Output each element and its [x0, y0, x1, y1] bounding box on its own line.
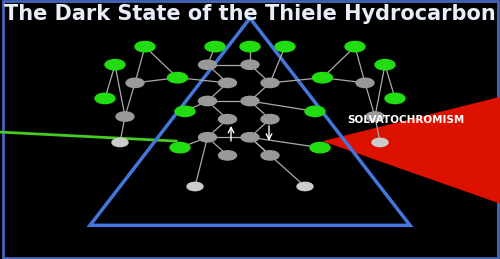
Circle shape — [241, 96, 259, 106]
Circle shape — [312, 73, 332, 83]
Circle shape — [198, 96, 216, 106]
Circle shape — [198, 60, 216, 69]
Circle shape — [261, 114, 279, 124]
Circle shape — [261, 78, 279, 88]
Circle shape — [126, 78, 144, 88]
Circle shape — [261, 151, 279, 160]
Circle shape — [187, 182, 203, 191]
Circle shape — [135, 41, 155, 52]
Circle shape — [305, 106, 325, 117]
Circle shape — [175, 106, 195, 117]
Circle shape — [218, 151, 236, 160]
Circle shape — [275, 41, 295, 52]
Circle shape — [168, 73, 188, 83]
Circle shape — [345, 41, 365, 52]
Circle shape — [105, 60, 125, 70]
Circle shape — [170, 142, 190, 153]
Circle shape — [241, 133, 259, 142]
Circle shape — [198, 133, 216, 142]
Circle shape — [375, 60, 395, 70]
Circle shape — [95, 93, 115, 104]
Circle shape — [356, 78, 374, 88]
Circle shape — [241, 60, 259, 69]
Circle shape — [366, 112, 384, 121]
Circle shape — [112, 138, 128, 147]
Text: The Dark State of the Thiele Hydrocarbon: The Dark State of the Thiele Hydrocarbon — [4, 4, 496, 24]
Polygon shape — [322, 91, 500, 212]
Circle shape — [297, 182, 313, 191]
Text: SOLVATOCHROMISM: SOLVATOCHROMISM — [348, 116, 465, 125]
Circle shape — [218, 114, 236, 124]
Circle shape — [116, 112, 134, 121]
Circle shape — [385, 93, 405, 104]
Circle shape — [205, 41, 225, 52]
Circle shape — [310, 142, 330, 153]
Circle shape — [240, 41, 260, 52]
Circle shape — [372, 138, 388, 147]
Circle shape — [218, 78, 236, 88]
